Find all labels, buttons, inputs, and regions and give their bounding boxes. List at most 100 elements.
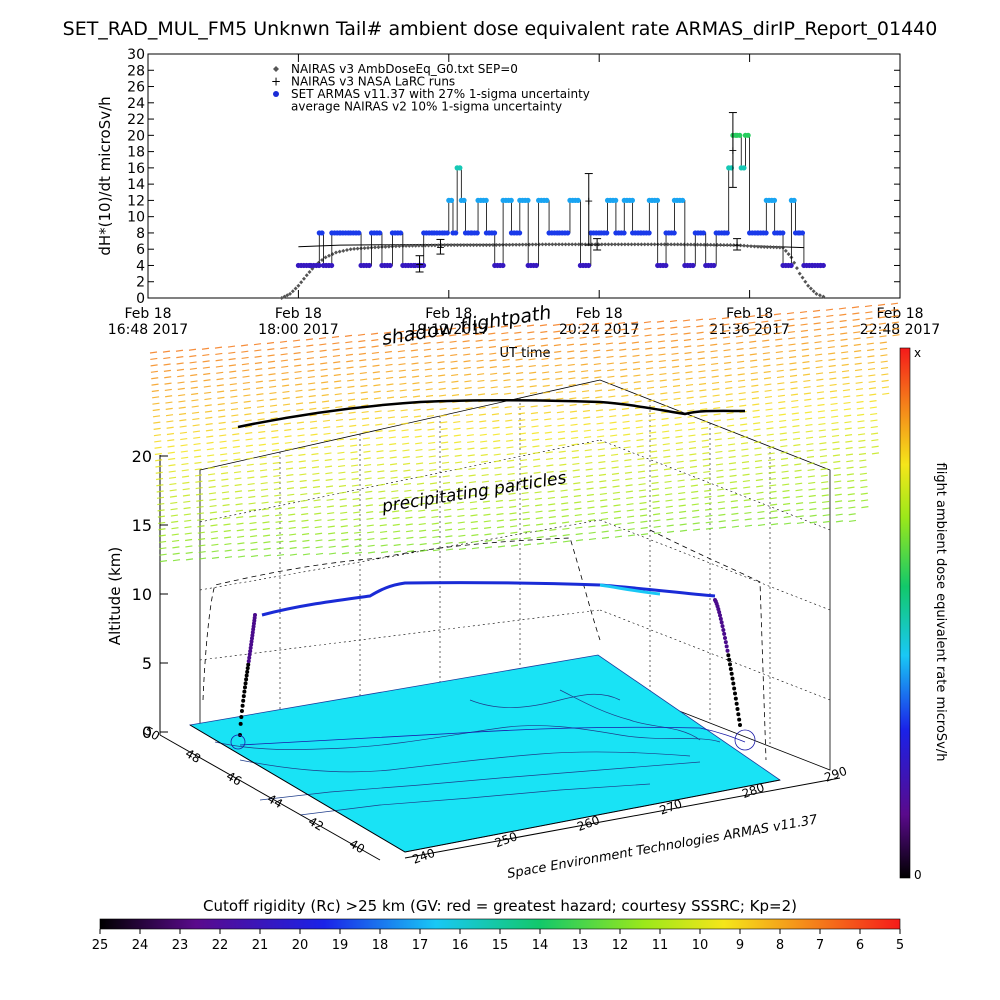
particle-dash: [835, 506, 843, 510]
particle-dash: [533, 478, 542, 481]
particle-dash: [503, 385, 511, 389]
particle-dash: [792, 431, 800, 434]
particle-dash: [197, 525, 205, 528]
nairas-v3-point: [290, 289, 295, 294]
particle-dash: [475, 346, 483, 349]
particle-dash: [821, 487, 829, 490]
nairas-v3-point: [507, 242, 512, 247]
nairas-v3-point: [817, 293, 822, 298]
particle-dash: [246, 457, 254, 460]
particle-dash: [444, 515, 452, 518]
particle-dash: [658, 353, 666, 356]
particle-dash: [404, 489, 412, 492]
particle-dash: [678, 498, 686, 501]
particle-dash: [548, 503, 556, 506]
particle-dash: [815, 372, 824, 375]
particle-dash: [223, 529, 231, 533]
armas-point: [671, 230, 677, 236]
particle-dash: [205, 416, 213, 419]
particle-dash: [769, 484, 777, 487]
particle-dash: [833, 473, 841, 477]
particle-dash: [249, 515, 257, 518]
trajectory-point: [727, 657, 732, 662]
particle-dash: [325, 472, 333, 475]
particle-dash: [765, 408, 773, 411]
particle-dash: [530, 405, 538, 408]
nairas-v3-point: [420, 243, 425, 248]
particle-dash: [779, 438, 788, 441]
particle-dash: [646, 380, 654, 383]
particle-dash: [750, 378, 759, 381]
particle-dash: [400, 409, 408, 412]
particle-dash: [737, 366, 745, 370]
nairas-v3-point: [288, 291, 293, 296]
lat-tick-label: 46: [224, 769, 244, 789]
particle-dash: [470, 514, 478, 517]
particle-dash: [735, 335, 743, 338]
particle-dash: [418, 522, 426, 526]
shadow-path-left: [202, 537, 601, 701]
trajectory-point: [718, 613, 722, 618]
x-tick-label-time: 16:48 2017: [108, 322, 188, 338]
particle-dash: [332, 348, 340, 351]
particle-dash: [682, 319, 691, 322]
armas-point: [500, 262, 506, 269]
particle-dash: [483, 507, 491, 510]
particle-dash: [688, 434, 696, 437]
particle-dash: [776, 375, 785, 379]
particle-dash: [490, 372, 498, 375]
particle-dash: [805, 423, 813, 427]
particle-dash: [581, 383, 589, 386]
particle-dash: [367, 544, 375, 547]
trajectory-point: [249, 636, 254, 641]
particle-dash: [418, 516, 426, 519]
rigidity-tick-label: 14: [532, 938, 549, 953]
particle-dash: [482, 487, 490, 490]
particle-dash: [236, 516, 244, 519]
particle-dash: [449, 340, 457, 343]
x-tick-label-date: Feb 18: [124, 306, 171, 322]
particle-dash: [558, 450, 566, 453]
particle-dash: [206, 441, 214, 444]
particle-dash: [554, 350, 562, 353]
particle-dash: [529, 371, 537, 374]
particle-dash: [471, 540, 479, 543]
particle-dash: [799, 310, 808, 314]
particle-dash: [675, 441, 683, 445]
particle-dash: [839, 319, 847, 323]
nairas-v3-point: [797, 271, 802, 276]
nairas-v3-point: [570, 242, 575, 247]
particle-dash: [247, 476, 255, 479]
particle-dash: [445, 548, 454, 551]
particle-dash: [664, 480, 672, 483]
particle-dash: [310, 433, 318, 436]
particle-dash: [832, 441, 840, 444]
particle-dash: [662, 436, 670, 439]
particle-dash: [481, 473, 489, 477]
particle-dash: [298, 453, 306, 456]
particle-dash: [480, 447, 488, 450]
particle-dash: [285, 461, 293, 464]
particle-dash: [250, 535, 258, 538]
particle-dash: [152, 402, 160, 405]
particle-dash: [415, 448, 423, 452]
particle-dash: [307, 369, 315, 372]
legend-label: SET ARMAS v11.37 with 27% 1-sigma uncert…: [291, 87, 590, 101]
particle-dash: [424, 361, 432, 364]
particle-dash: [384, 344, 392, 347]
particle-dash: [457, 508, 465, 511]
particle-dash: [456, 494, 464, 498]
particle-dash: [820, 461, 828, 464]
particle-dash: [620, 381, 628, 384]
particle-dash: [168, 464, 176, 467]
particle-dash: [685, 371, 693, 374]
particle-dash: [860, 479, 868, 482]
particle-dash: [601, 530, 609, 533]
particle-dash: [442, 475, 450, 478]
particle-dash: [286, 480, 294, 483]
particle-dash: [163, 363, 171, 366]
particle-dash: [436, 341, 444, 344]
particle-dash: [263, 554, 272, 557]
particle-dash: [230, 389, 238, 392]
nairas-v3-point: [494, 243, 499, 248]
